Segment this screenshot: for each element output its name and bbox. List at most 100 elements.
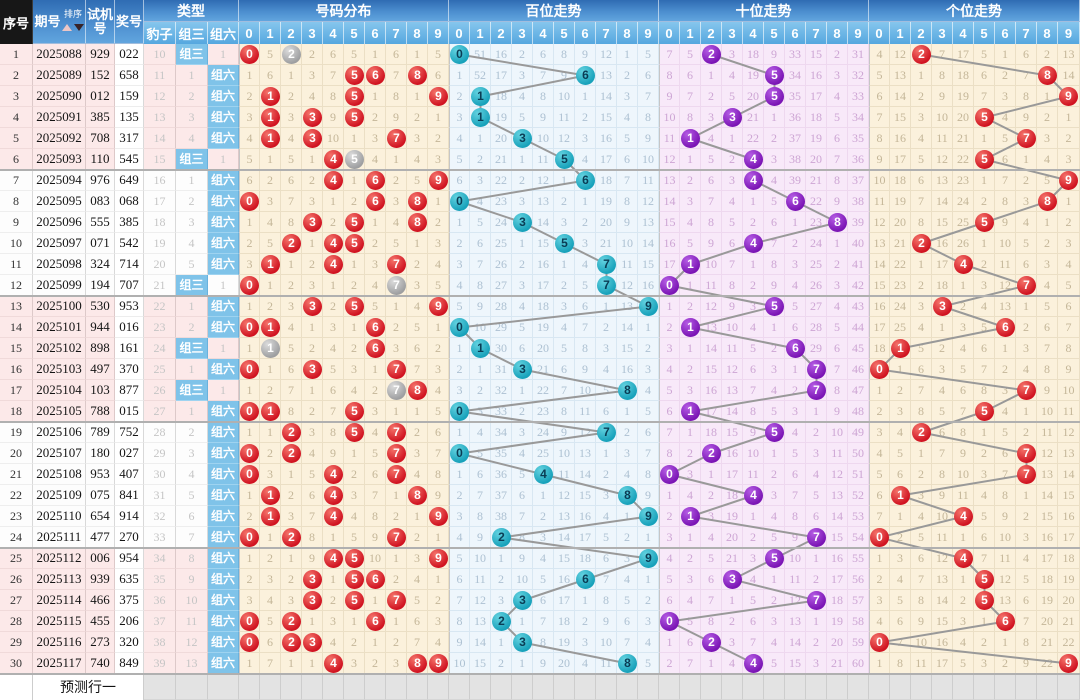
trend-cell: 27 — [806, 296, 827, 317]
prediction-empty-cell[interactable] — [617, 674, 638, 700]
prediction-empty-cell[interactable] — [764, 674, 785, 700]
prediction-empty-cell[interactable] — [743, 674, 764, 700]
trend-cell: 21 — [533, 359, 554, 380]
prediction-empty-cell[interactable] — [638, 674, 659, 700]
prediction-empty-cell[interactable] — [869, 674, 890, 700]
trend-cell: 4 — [260, 212, 281, 233]
trend-cell: 12 — [1058, 422, 1080, 443]
prediction-empty-cell[interactable] — [449, 674, 470, 700]
prediction-empty-cell[interactable] — [890, 674, 911, 700]
trend-cell: 4 — [638, 632, 659, 653]
trend-ball-7: 7 — [387, 591, 406, 610]
row-zusan-miss: 13 — [176, 653, 208, 674]
trend-cell: 2 — [1037, 233, 1058, 254]
trend-cell: 2 — [974, 191, 995, 212]
trend-cell: 6 — [680, 632, 701, 653]
trend-cell: 6 — [827, 338, 848, 359]
trend-cell: 4 — [323, 632, 344, 653]
prediction-empty-cell[interactable] — [386, 674, 407, 700]
prediction-empty-cell[interactable] — [974, 674, 995, 700]
prediction-empty-cell[interactable] — [848, 674, 869, 700]
prediction-empty-cell[interactable] — [428, 674, 449, 700]
prediction-empty-cell[interactable] — [680, 674, 701, 700]
trend-ball-1: 1 — [261, 318, 280, 337]
trend-cell: 2 — [428, 212, 449, 233]
prediction-empty-cell[interactable] — [827, 674, 848, 700]
trend-cell: 8 — [533, 632, 554, 653]
prediction-empty-cell[interactable] — [1016, 674, 1037, 700]
trend-cell: 6 — [365, 464, 386, 485]
trend-cell: 3 — [470, 401, 491, 422]
prediction-empty-cell[interactable] — [176, 674, 208, 700]
digit-header-1: 1 — [680, 22, 701, 44]
prediction-empty-cell[interactable] — [1037, 674, 1058, 700]
trend-cell: 13 — [722, 380, 743, 401]
prediction-empty-cell[interactable] — [953, 674, 974, 700]
prediction-empty-cell[interactable] — [575, 674, 596, 700]
prediction-empty-cell[interactable] — [407, 674, 428, 700]
trend-cell: 6 — [554, 359, 575, 380]
prediction-empty-cell[interactable] — [144, 674, 176, 700]
trend-cell: 6 — [974, 527, 995, 548]
prediction-empty-cell[interactable] — [995, 674, 1016, 700]
prediction-empty-cell[interactable] — [659, 674, 680, 700]
prediction-empty-cell[interactable] — [554, 674, 575, 700]
prediction-empty-cell[interactable] — [470, 674, 491, 700]
trend-cell: 7 — [575, 317, 596, 338]
prediction-empty-cell[interactable] — [512, 674, 533, 700]
row-zusan-miss: 3 — [176, 443, 208, 464]
row-zusan-miss: 10 — [176, 590, 208, 611]
prediction-empty-cell[interactable] — [302, 674, 323, 700]
row-zuliu-hit: 组六 — [208, 611, 239, 632]
row-zuliu-hit: 组六 — [208, 443, 239, 464]
trend-cell: 3 — [428, 359, 449, 380]
prediction-empty-cell[interactable] — [722, 674, 743, 700]
trend-cell: 7 — [659, 44, 680, 65]
prediction-empty-cell[interactable] — [239, 674, 260, 700]
sort-control[interactable]: 排序 — [62, 9, 84, 34]
prediction-empty-cell[interactable] — [260, 674, 281, 700]
sort-asc-icon[interactable] — [62, 24, 72, 32]
prediction-empty-cell[interactable] — [1058, 674, 1080, 700]
trend-cell: 2 — [638, 338, 659, 359]
prediction-empty-cell[interactable] — [701, 674, 722, 700]
trend-cell: 2 — [806, 569, 827, 590]
trend-cell: 4 — [302, 443, 323, 464]
trend-cell: 1 — [281, 254, 302, 275]
trend-ball-5: 5 — [345, 234, 364, 253]
prediction-empty-cell[interactable] — [281, 674, 302, 700]
row-prize-number: 542 — [115, 233, 144, 254]
prediction-empty-cell[interactable] — [785, 674, 806, 700]
prediction-empty-cell[interactable] — [932, 674, 953, 700]
trend-ball-5: 5 — [345, 549, 364, 568]
trend-cell: 12 — [869, 212, 890, 233]
trend-cell: 13 — [785, 611, 806, 632]
prediction-empty-cell[interactable] — [533, 674, 554, 700]
trend-cell: 10 — [659, 107, 680, 128]
trend-cell: 25 — [491, 233, 512, 254]
sort-desc-icon[interactable] — [74, 24, 84, 32]
trend-cell: 3 — [785, 401, 806, 422]
trend-cell: 1 — [344, 443, 365, 464]
row-test-number: 324 — [86, 254, 115, 275]
prediction-empty-cell[interactable] — [344, 674, 365, 700]
trend-cell: 4 — [428, 380, 449, 401]
prediction-empty-cell[interactable] — [491, 674, 512, 700]
prediction-empty-cell[interactable] — [323, 674, 344, 700]
trend-cell: 4 — [911, 317, 932, 338]
trend-cell: 6 — [911, 170, 932, 191]
trend-cell: 2 — [701, 86, 722, 107]
trend-cell: 1 — [1016, 401, 1037, 422]
row-prize-number: 953 — [115, 296, 144, 317]
digit-header-9: 9 — [1058, 22, 1080, 44]
trend-ball-0: 0 — [240, 360, 259, 379]
prediction-empty-cell[interactable] — [806, 674, 827, 700]
trend-cell: 3 — [890, 548, 911, 569]
trend-cell: 3 — [428, 611, 449, 632]
trend-cell: 2 — [302, 254, 323, 275]
prediction-empty-cell[interactable] — [596, 674, 617, 700]
prediction-empty-cell[interactable] — [208, 674, 239, 700]
prediction-empty-cell[interactable] — [365, 674, 386, 700]
trend-cell: 2 — [344, 464, 365, 485]
prediction-empty-cell[interactable] — [911, 674, 932, 700]
